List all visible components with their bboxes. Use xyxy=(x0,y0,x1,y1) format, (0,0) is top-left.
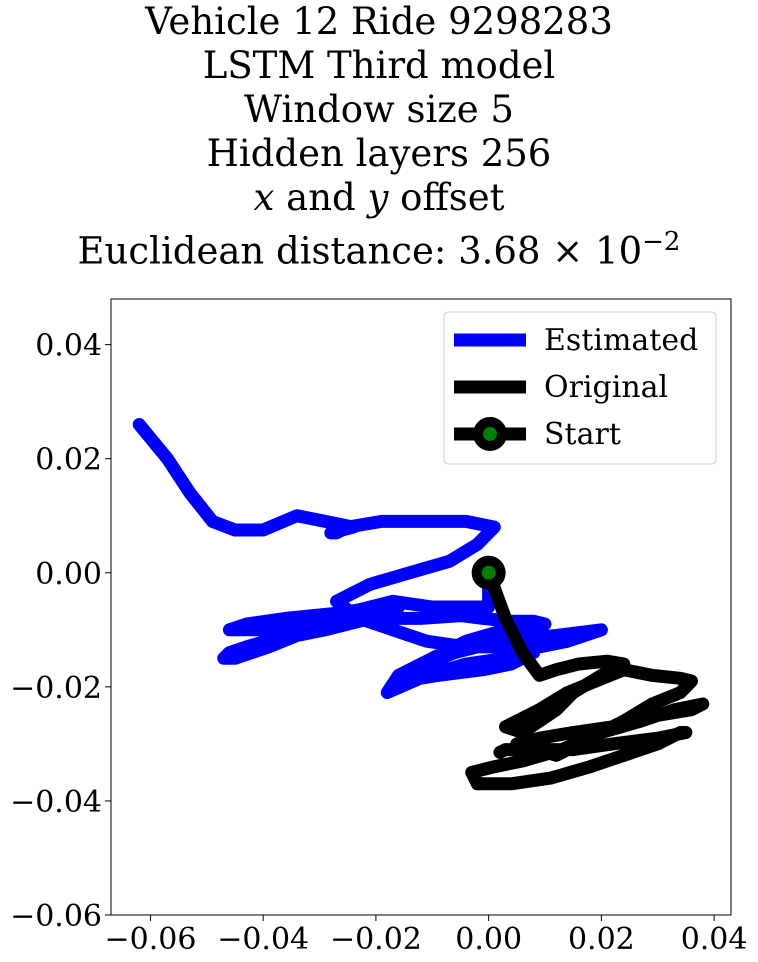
title-y-symbol: y xyxy=(367,176,389,219)
y-tick-label: −0.04 xyxy=(10,785,102,820)
title-line-6: Euclidean distance: 3.68 × 10−2 xyxy=(0,220,758,273)
axes-layer: −0.06 −0.04 −0.02 0.00 0.02 0.040.040.020.00−… xyxy=(10,329,747,957)
title-line-4: Hidden layers 256 xyxy=(206,132,552,175)
y-tick-label: −0.06 xyxy=(10,899,102,934)
title-times-ten: × 10 xyxy=(540,229,643,273)
legend: Estimated Original Start xyxy=(443,311,717,465)
title-line-2: LSTM Third model xyxy=(202,44,556,87)
title-line-3: Window size 5 xyxy=(244,88,514,131)
legend-start-label: Start xyxy=(544,417,621,452)
title-and-text: and xyxy=(274,176,368,219)
title-exponent: −2 xyxy=(642,227,681,257)
title-line-1: Vehicle 12 Ride 9298283 xyxy=(145,0,613,43)
series-layer xyxy=(132,418,710,791)
title-x-symbol: x xyxy=(253,176,275,219)
y-tick-label: 0.04 xyxy=(35,329,102,364)
series-start-marker xyxy=(471,555,506,590)
legend-start-marker xyxy=(473,417,507,451)
title-offset-text: offset xyxy=(388,176,505,219)
chart-title: Vehicle 12 Ride 9298283 LSTM Third model… xyxy=(0,0,758,273)
series-estimated-line xyxy=(132,418,608,700)
y-tick-label: 0.02 xyxy=(35,443,102,478)
series-original-line xyxy=(465,566,710,791)
x-tick-label: −0.06 xyxy=(104,922,196,957)
x-tick-label: −0.04 xyxy=(217,922,309,957)
plot-frame xyxy=(110,298,732,916)
x-tick-label: −0.02 xyxy=(330,922,422,957)
x-tick-label: 0.00 xyxy=(455,922,522,957)
legend-box xyxy=(443,311,717,465)
legend-estimated-label: Estimated xyxy=(544,323,698,358)
x-tick-label: 0.02 xyxy=(568,922,635,957)
title-line-5: x and y offset xyxy=(0,176,758,220)
title-distance-text: Euclidean distance: 3.68 xyxy=(77,229,541,273)
x-tick-label: 0.04 xyxy=(681,922,748,957)
legend-original-label: Original xyxy=(544,370,668,405)
y-tick-label: −0.02 xyxy=(10,671,102,706)
y-tick-label: 0.00 xyxy=(35,557,102,592)
